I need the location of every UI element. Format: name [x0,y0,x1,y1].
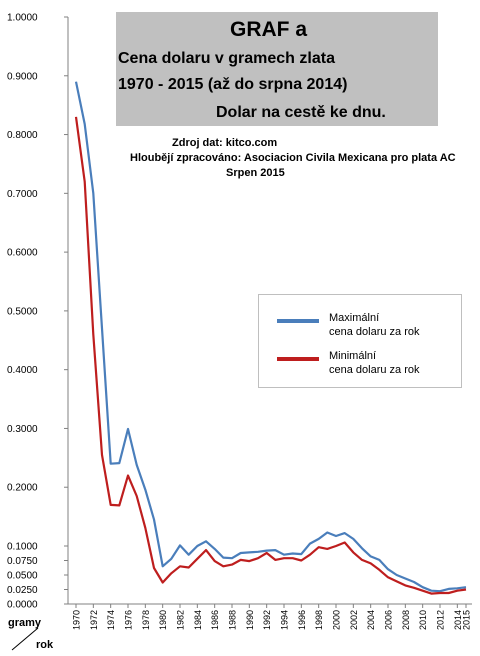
chart-subtitle-1: Cena dolaru v gramech zlata [118,50,335,67]
chart-series [74,81,467,595]
legend-swatch-min [277,357,319,361]
y-tick-label: 0.1000 [7,542,38,553]
series-line-maximum [74,81,467,593]
x-tick-label: 1974 [106,610,116,630]
x-tick-label: 2012 [436,610,446,630]
y-axis-label: gramy [8,617,42,629]
x-tick-label: 1980 [158,610,168,630]
x-tick-label: 1994 [280,610,290,630]
source-line-1: Zdroj dat: kitco.com [172,137,278,149]
chart-title-box: GRAF a Cena dolaru v gramech zlata 1970 … [116,12,438,126]
x-tick-label: 2010 [418,610,428,630]
source-line-2: Hloubějí zpracováno: Asociacion Civila M… [130,152,456,164]
x-tick-labels: 1970 1972 1974 1976 1978 1980 1982 1984 1986 1988… [72,604,472,630]
y-tick-label: 0.0500 [7,571,38,582]
x-tick-label: 1992 [262,610,272,630]
legend-label-min: Minimální cena dolaru za rok [329,350,420,376]
y-tick-labels: 1.0000 0.9000 0.8000 0.7000 0.6000 0.5000 0.40… [7,13,68,611]
x-tick-label: 1988 [228,610,238,630]
x-tick-label: 1996 [297,610,307,630]
x-tick-label: 1990 [245,610,255,630]
y-tick-label: 0.7000 [7,189,38,200]
x-tick-label: 1970 [72,610,82,630]
x-tick-label: 1998 [314,610,324,630]
chart-subtitle-2: 1970 - 2015 (až do srpna 2014) [118,76,348,93]
y-tick-label: 0.4000 [7,365,38,376]
x-tick-label: 2015 [462,610,472,630]
y-tick-label: 0.9000 [7,71,38,82]
y-tick-label: 0.5000 [7,306,38,317]
y-tick-label: 0.6000 [7,248,38,259]
source-line-3: Srpen 2015 [226,167,285,179]
legend-swatch-max [277,319,319,323]
y-tick-label: 0.3000 [7,424,38,435]
axis-label-divider [11,627,39,651]
y-tick-label: 1.0000 [7,13,38,24]
x-tick-label: 2002 [349,610,359,630]
y-tick-label: 0.0250 [7,585,38,596]
x-tick-label: 2014 [453,610,463,630]
x-axis-label: rok [36,639,54,651]
chart-subtitle-3: Dolar na cestě ke dnu. [216,104,386,121]
x-tick-label: 2000 [332,610,342,630]
x-tick-label: 2008 [401,610,411,630]
chart-legend: Maximální cena dolaru za rok Minimální c… [258,294,462,388]
legend-label-max: Maximální cena dolaru za rok [329,312,420,338]
y-tick-label: 0.0000 [7,600,38,611]
x-tick-label: 2004 [366,610,376,630]
x-tick-label: 1982 [176,610,186,630]
x-tick-label: 1978 [141,610,151,630]
chart-title: GRAF a [230,18,308,41]
x-tick-label: 1972 [89,610,99,630]
series-line-minimum [74,116,467,595]
x-tick-label: 1986 [210,610,220,630]
axis-labels: gramy rok [8,617,54,651]
y-tick-label: 0.0750 [7,556,38,567]
x-tick-label: 1984 [193,610,203,630]
x-tick-label: 2006 [384,610,394,630]
y-tick-label: 0.2000 [7,483,38,494]
y-tick-label: 0.8000 [7,130,38,141]
x-tick-label: 1976 [124,610,134,630]
